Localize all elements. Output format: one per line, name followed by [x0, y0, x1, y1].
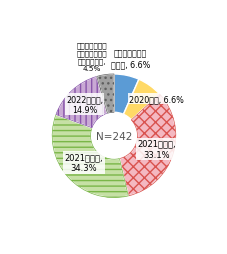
Wedge shape — [56, 77, 107, 128]
Text: 2022年以降,
14.9%: 2022年以降, 14.9% — [66, 95, 103, 115]
Wedge shape — [52, 115, 128, 198]
Wedge shape — [96, 75, 114, 114]
Text: 2021年後半,
34.3%: 2021年後半, 34.3% — [64, 153, 103, 173]
Wedge shape — [114, 75, 138, 115]
Wedge shape — [123, 80, 159, 120]
Text: ビジネス活動が
正常化する見通
しは立たない,
4.5%: ビジネス活動が 正常化する見通 しは立たない, 4.5% — [76, 42, 106, 72]
Text: 2020年内, 6.6%: 2020年内, 6.6% — [128, 95, 183, 104]
Text: N=242: N=242 — [95, 131, 132, 141]
Text: すでに正常化し
ている, 6.6%: すでに正常化し ている, 6.6% — [110, 49, 149, 69]
Wedge shape — [119, 95, 175, 196]
Text: 2021年前半,
33.1%: 2021年前半, 33.1% — [137, 139, 175, 159]
